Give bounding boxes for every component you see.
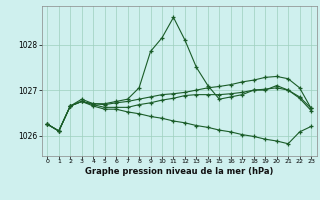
X-axis label: Graphe pression niveau de la mer (hPa): Graphe pression niveau de la mer (hPa)	[85, 167, 273, 176]
